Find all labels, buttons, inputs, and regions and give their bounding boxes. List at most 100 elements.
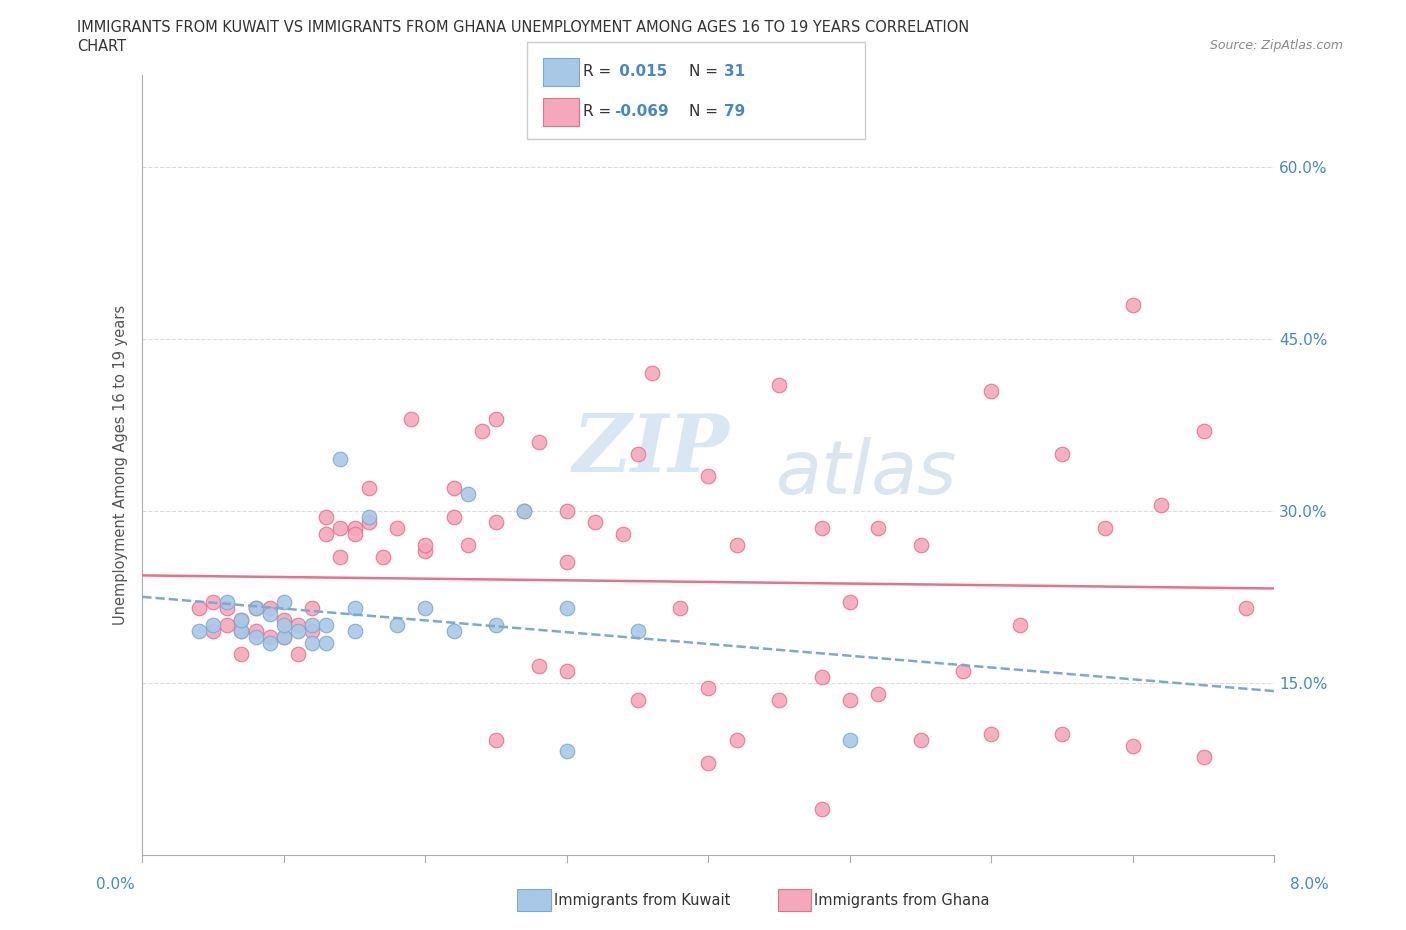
Point <box>910 538 932 552</box>
Point <box>217 595 239 610</box>
Point <box>457 538 479 552</box>
Point <box>245 624 267 639</box>
Point <box>768 693 790 708</box>
Text: Source: ZipAtlas.com: Source: ZipAtlas.com <box>1209 39 1343 52</box>
Text: 0.015: 0.015 <box>614 64 668 79</box>
Text: Immigrants from Kuwait: Immigrants from Kuwait <box>554 893 730 908</box>
Point <box>838 693 860 708</box>
Point <box>415 601 437 616</box>
Text: 0.0%: 0.0% <box>96 877 135 892</box>
Point <box>231 612 253 627</box>
Y-axis label: Unemployment Among Ages 16 to 19 years: Unemployment Among Ages 16 to 19 years <box>114 305 128 625</box>
Text: R =: R = <box>583 64 612 79</box>
Point <box>231 612 253 627</box>
Point <box>443 509 465 524</box>
Point <box>626 446 648 461</box>
Point <box>371 550 394 565</box>
Point <box>952 664 974 679</box>
Point <box>527 434 550 449</box>
Point <box>980 383 1002 398</box>
Point <box>187 601 209 616</box>
Point <box>301 635 323 650</box>
Point <box>838 595 860 610</box>
Point <box>810 802 832 817</box>
Point <box>315 526 337 541</box>
Point <box>697 755 720 770</box>
Point <box>868 521 890 536</box>
Point <box>443 481 465 496</box>
Text: R =: R = <box>583 104 612 119</box>
Point <box>485 412 508 427</box>
Point <box>245 601 267 616</box>
Point <box>301 601 323 616</box>
Point <box>273 630 295 644</box>
Point <box>343 601 366 616</box>
Point <box>343 526 366 541</box>
Point <box>1094 521 1116 536</box>
Text: -0.069: -0.069 <box>614 104 669 119</box>
Point <box>273 618 295 632</box>
Point <box>626 693 648 708</box>
Point <box>1192 423 1215 438</box>
Point <box>385 521 408 536</box>
Point <box>315 618 337 632</box>
Point <box>415 538 437 552</box>
Point <box>725 538 748 552</box>
Point <box>202 595 225 610</box>
Text: CHART: CHART <box>77 39 127 54</box>
Text: 79: 79 <box>724 104 745 119</box>
Point <box>910 733 932 748</box>
Point <box>583 515 606 530</box>
Point <box>1150 498 1173 512</box>
Text: IMMIGRANTS FROM KUWAIT VS IMMIGRANTS FROM GHANA UNEMPLOYMENT AMONG AGES 16 TO 19: IMMIGRANTS FROM KUWAIT VS IMMIGRANTS FRO… <box>77 20 970 35</box>
Point <box>329 452 352 467</box>
Point <box>768 378 790 392</box>
Point <box>245 630 267 644</box>
Point <box>1050 446 1073 461</box>
Point <box>231 624 253 639</box>
Point <box>273 612 295 627</box>
Point <box>868 686 890 701</box>
Point <box>315 509 337 524</box>
Point <box>485 515 508 530</box>
Text: 31: 31 <box>724 64 745 79</box>
Text: 8.0%: 8.0% <box>1289 877 1329 892</box>
Point <box>357 515 380 530</box>
Text: N =: N = <box>689 64 718 79</box>
Point <box>485 618 508 632</box>
Point <box>1050 727 1073 742</box>
Point <box>612 526 634 541</box>
Point <box>697 469 720 484</box>
Point <box>485 733 508 748</box>
Point <box>287 618 309 632</box>
Point <box>273 630 295 644</box>
Point <box>980 727 1002 742</box>
Point <box>259 601 281 616</box>
Point <box>555 503 578 518</box>
Point <box>217 618 239 632</box>
Point <box>838 733 860 748</box>
Point <box>273 595 295 610</box>
Point <box>555 664 578 679</box>
Point <box>287 624 309 639</box>
Point <box>1192 750 1215 764</box>
Point <box>231 646 253 661</box>
Point <box>555 555 578 570</box>
Point <box>329 550 352 565</box>
Point <box>259 630 281 644</box>
Point <box>357 509 380 524</box>
Point <box>513 503 536 518</box>
Point <box>301 624 323 639</box>
Point <box>471 423 494 438</box>
Point <box>527 658 550 673</box>
Point <box>259 606 281 621</box>
Point <box>641 365 664 380</box>
Text: Immigrants from Ghana: Immigrants from Ghana <box>814 893 990 908</box>
Point <box>202 624 225 639</box>
Point <box>217 601 239 616</box>
Point <box>287 646 309 661</box>
Point <box>259 635 281 650</box>
Point <box>329 521 352 536</box>
Point <box>457 486 479 501</box>
Point <box>187 624 209 639</box>
